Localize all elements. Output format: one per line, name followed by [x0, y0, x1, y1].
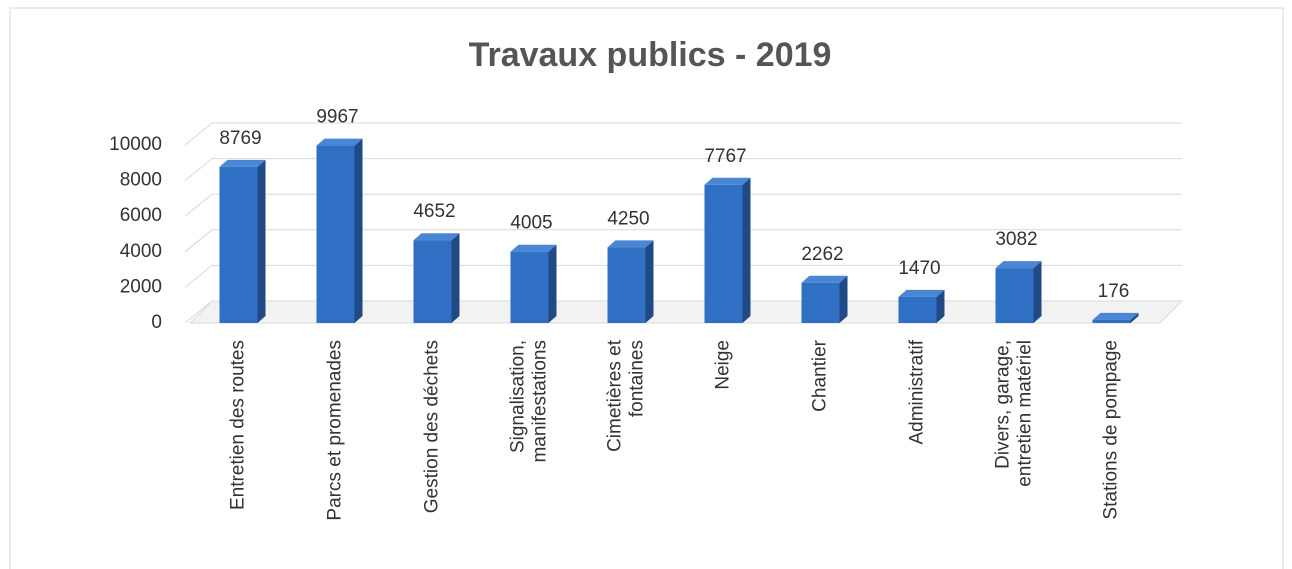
grid-line — [184, 193, 1182, 217]
y-tick-label: 10000 — [109, 134, 162, 155]
bar — [413, 233, 460, 323]
value-label: 7767 — [704, 146, 746, 167]
bar-front — [316, 145, 355, 323]
y-tick-label: 2000 — [120, 276, 162, 297]
bar-top — [801, 275, 848, 283]
grid-line — [184, 158, 1182, 181]
value-label: 2262 — [801, 244, 843, 265]
bar-top — [316, 138, 363, 146]
bar-side — [742, 177, 751, 323]
value-label: 4005 — [510, 213, 552, 234]
bar — [995, 261, 1042, 323]
bar-side — [645, 240, 654, 323]
bar-side — [936, 289, 945, 323]
grid-line — [184, 122, 1182, 146]
bar — [801, 275, 848, 323]
value-label: 1470 — [898, 258, 940, 279]
bar-side — [257, 159, 266, 323]
value-label: 8769 — [219, 128, 261, 149]
grid-line — [184, 229, 1182, 253]
y-tick-label: 6000 — [120, 205, 162, 226]
bar-front — [219, 166, 258, 323]
bar-side — [1033, 261, 1042, 323]
bar — [510, 244, 557, 323]
bar-side — [1130, 312, 1139, 323]
bar — [607, 240, 654, 323]
x-tick-label: Chantier — [810, 339, 831, 411]
bar-front — [704, 184, 743, 323]
bar-side — [548, 244, 557, 323]
y-tick-label: 4000 — [120, 241, 162, 262]
x-tick-label: Signalisation,manifestations — [508, 340, 551, 463]
bar — [704, 177, 751, 323]
grid-line — [184, 264, 1182, 288]
bar-top — [898, 289, 945, 297]
bar-side — [354, 138, 363, 323]
bar-top — [607, 240, 654, 248]
x-tick-label: Gestion des déchets — [422, 340, 443, 513]
bar-top — [510, 244, 557, 252]
bar-top — [219, 159, 266, 167]
bar — [898, 289, 945, 323]
grid-line — [184, 300, 1182, 324]
value-label: 3082 — [995, 229, 1037, 250]
bar-top — [413, 233, 460, 241]
bar-front — [1092, 319, 1131, 323]
x-tick-label: Divers, garage,entretien matériel — [993, 340, 1036, 487]
bar-front — [510, 251, 549, 323]
bar-top — [995, 261, 1042, 269]
value-label: 176 — [1098, 281, 1130, 302]
bar-front — [898, 296, 937, 323]
x-tick-label: Cimetières etfontaines — [605, 339, 648, 452]
y-tick-label: 0 — [151, 312, 162, 333]
bar-front — [995, 268, 1034, 323]
y-tick-label: 8000 — [120, 170, 162, 191]
bar-top — [1092, 312, 1139, 320]
bar — [219, 159, 266, 323]
x-tick-label: Administratif — [907, 339, 928, 444]
bar-top — [704, 177, 751, 185]
x-tick-label: Parcs et promenades — [325, 340, 346, 521]
x-tick-label: Neige — [713, 340, 734, 390]
value-label: 4250 — [607, 208, 649, 229]
bar-front — [413, 240, 452, 323]
chart-title: Travaux publics - 2019 — [469, 36, 832, 74]
bar-front — [607, 247, 646, 323]
bar — [316, 138, 363, 323]
bar-side — [451, 233, 460, 323]
x-tick-label: Stations de pompage — [1101, 340, 1122, 520]
value-label: 9967 — [316, 107, 358, 128]
bar-side — [839, 275, 848, 323]
x-tick-label: Entretien des routes — [228, 340, 249, 510]
bar — [1092, 312, 1139, 323]
bar-front — [801, 282, 840, 323]
value-label: 4652 — [413, 201, 455, 222]
